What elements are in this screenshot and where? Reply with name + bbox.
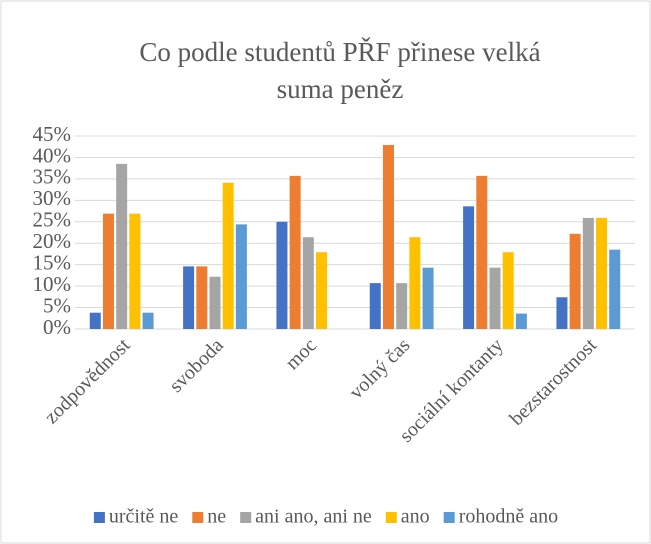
bar: [369, 283, 381, 329]
y-tick-label: 10%: [33, 272, 72, 296]
bar: [609, 249, 621, 329]
bar: [289, 175, 301, 329]
bar: [222, 182, 234, 329]
bar: [409, 237, 421, 329]
bar: [515, 313, 527, 329]
bar: [476, 175, 488, 329]
bar: [142, 312, 154, 329]
bar: [502, 252, 514, 329]
bar: [196, 266, 208, 329]
legend-swatch: [240, 512, 252, 523]
bar: [556, 297, 568, 329]
y-tick-label: 25%: [33, 208, 72, 232]
y-tick-label: 30%: [33, 186, 72, 210]
legend-label: ne: [207, 506, 226, 528]
bar: [596, 217, 608, 329]
legend-label: ani ano, ani ne: [255, 506, 372, 528]
bar: [489, 267, 501, 329]
bar: [209, 276, 221, 329]
y-tick-label: 0%: [43, 315, 71, 339]
bar: [183, 266, 195, 329]
legend-label: ano: [401, 506, 430, 528]
bar: [102, 213, 114, 329]
y-tick-label: 15%: [33, 250, 72, 274]
bar: [302, 237, 314, 329]
chart-title: Co podle studentů PŘF přinese velká: [139, 37, 540, 67]
legend-swatch: [443, 512, 455, 523]
legend-label: určitě ne: [109, 506, 179, 528]
legend-swatch: [93, 512, 105, 523]
bar: [116, 163, 128, 329]
chart-title: suma peněz: [277, 74, 404, 104]
bar: [276, 221, 288, 329]
legend-swatch: [385, 512, 397, 523]
bar: [129, 213, 141, 329]
bar: [422, 267, 434, 329]
y-tick-label: 35%: [33, 165, 72, 189]
y-tick-label: 20%: [33, 229, 72, 253]
bar: [569, 233, 581, 329]
bar: [582, 217, 594, 329]
y-tick-label: 40%: [33, 143, 72, 167]
bar: [463, 206, 475, 329]
bar: [235, 224, 247, 329]
bar: [89, 312, 101, 329]
bar: [396, 283, 408, 329]
y-tick-label: 45%: [33, 122, 72, 146]
legend-swatch: [192, 512, 204, 523]
legend-label: rohodně ano: [459, 506, 558, 528]
bar: [382, 145, 394, 329]
bar: [316, 252, 328, 329]
y-tick-label: 5%: [43, 293, 71, 317]
